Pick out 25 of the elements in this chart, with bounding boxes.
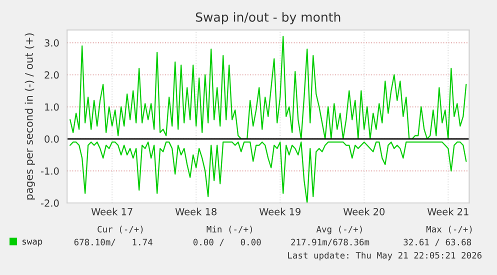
text: 678.10m/ 1.74 (74, 238, 152, 246)
text: Min (-/+) (206, 226, 252, 234)
x-tick-label: Week 20 (343, 208, 385, 216)
y-tick-label: 2.0 (44, 71, 59, 79)
text: Last update: Thu May 21 22:05:21 2026 (288, 252, 482, 260)
y-tick-label: 1.0 (45, 103, 59, 111)
line-series (70, 142, 467, 203)
x-tick-label: Week 17 (91, 208, 132, 216)
y-tick-label: -1.0 (40, 167, 59, 175)
text: Max (-/+) (426, 226, 472, 234)
chart-title: Swap in/out - by month (196, 12, 340, 24)
y-tick-label: -2.0 (40, 199, 59, 207)
x-tick-label: Week 21 (427, 208, 468, 216)
y-tick-label: 0.0 (44, 135, 59, 143)
text: 32.61 / 63.68 (404, 238, 472, 246)
line-series (70, 36, 467, 140)
text: 217.91m/678.36m (291, 238, 370, 246)
text: Cur (-/+) (98, 226, 143, 234)
legend-label: swap (22, 240, 42, 246)
x-tick-label: Week 19 (259, 208, 300, 216)
y-axis-title: pages per second in (-) / out (+) (24, 33, 35, 200)
text: Avg (-/+) (316, 226, 362, 234)
text: 0.00 / 0.00 (193, 238, 261, 246)
y-tick-label: 3.0 (44, 39, 59, 47)
x-tick-label: Week 18 (175, 208, 216, 216)
